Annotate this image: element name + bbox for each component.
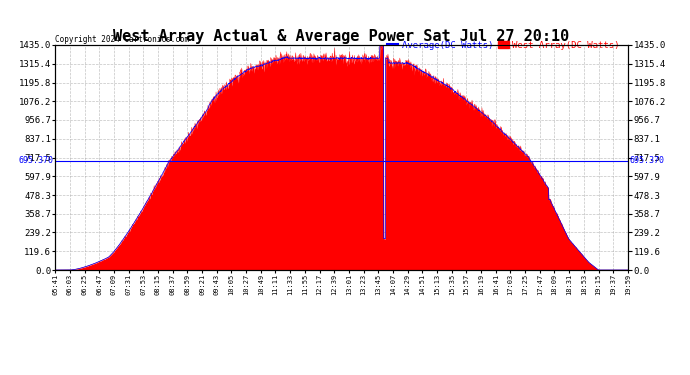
Legend: Average(DC Watts), West Array(DC Watts): Average(DC Watts), West Array(DC Watts) (384, 37, 623, 53)
Text: Copyright 2024 Cartronics.com: Copyright 2024 Cartronics.com (55, 35, 189, 44)
Text: 695.370: 695.370 (629, 156, 664, 165)
Text: 695.370: 695.370 (19, 156, 54, 165)
Title: West Array Actual & Average Power Sat Jul 27 20:10: West Array Actual & Average Power Sat Ju… (113, 29, 570, 44)
